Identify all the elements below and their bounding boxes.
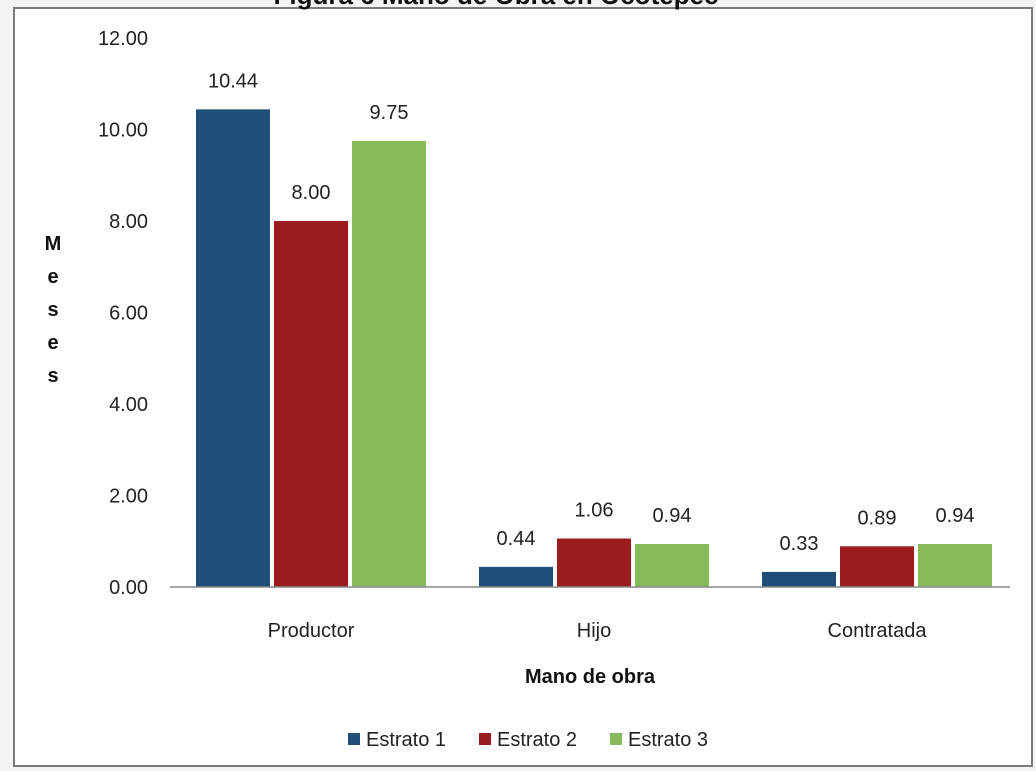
data-label: 9.75 [370, 102, 409, 124]
data-label: 10.44 [208, 70, 258, 92]
data-label: 1.06 [575, 500, 614, 522]
legend: Estrato 1 Estrato 2 Estrato 3 [348, 729, 708, 751]
chart-title: Figura 6 Mano de Obra en Ocotepec [274, 0, 719, 10]
data-label: 8.00 [292, 182, 331, 204]
y-axis-title-letter: e [47, 266, 58, 288]
category-label: Contratada [828, 620, 928, 642]
y-tick-label: 2.00 [109, 486, 148, 508]
x-axis-title: Mano de obra [525, 666, 656, 688]
legend-swatch [610, 733, 622, 745]
legend-entry: Estrato 1 [366, 729, 446, 751]
data-label: 0.94 [936, 505, 975, 527]
bar-estrato-1-productor [196, 109, 270, 588]
y-axis-title-letter: s [47, 365, 58, 387]
y-axis-ticks: 0.00 2.00 4.00 6.00 8.00 10.00 12.00 [98, 28, 148, 599]
y-tick-label: 10.00 [98, 120, 148, 142]
bar-estrato-3-contratada [918, 543, 992, 587]
bars: 10.44 8.00 9.75 0.44 1.06 0.94 0.33 0.89 0.94 [196, 70, 992, 588]
bar-estrato-3-hijo [635, 543, 709, 587]
y-tick-label: 4.00 [109, 394, 148, 416]
y-axis-title-letter: M [45, 233, 62, 255]
bar-estrato-1-contratada [762, 571, 836, 587]
category-label: Productor [268, 620, 355, 642]
bar-estrato-2-contratada [840, 546, 914, 587]
y-tick-label: 8.00 [109, 211, 148, 233]
data-label: 0.33 [780, 533, 819, 555]
chart-frame [13, 7, 1033, 767]
legend-entry: Estrato 3 [628, 729, 708, 751]
bar-estrato-1-hijo [479, 566, 553, 587]
bar-estrato-3-productor [352, 140, 426, 587]
data-label: 0.94 [653, 505, 692, 527]
y-tick-label: 0.00 [109, 577, 148, 599]
y-axis-title-letter: s [47, 299, 58, 321]
data-label: 0.89 [858, 507, 897, 529]
data-label: 0.44 [497, 528, 536, 550]
legend-swatch [348, 733, 360, 745]
category-label: Hijo [577, 620, 611, 642]
legend-swatch [479, 733, 491, 745]
y-tick-label: 12.00 [98, 28, 148, 50]
bar-estrato-2-hijo [557, 538, 631, 587]
y-tick-label: 6.00 [109, 303, 148, 325]
category-labels: Productor Hijo Contratada [268, 620, 928, 642]
bar-estrato-2-productor [274, 221, 348, 587]
legend-entry: Estrato 2 [497, 729, 577, 751]
y-axis-title-letter: e [47, 332, 58, 354]
